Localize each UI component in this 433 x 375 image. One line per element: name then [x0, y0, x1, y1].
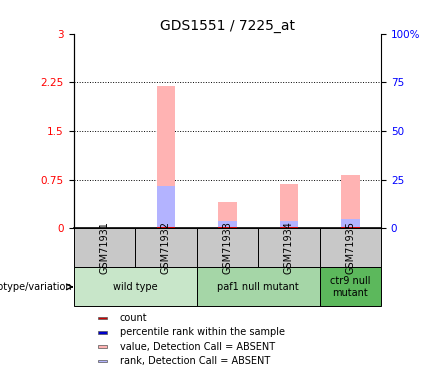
Bar [320, 267, 381, 306]
Bar [74, 267, 197, 306]
Text: GSM71935: GSM71935 [345, 221, 355, 274]
Bar [320, 228, 381, 267]
Bar [157, 186, 175, 228]
Text: GSM71931: GSM71931 [99, 222, 110, 274]
Bar [218, 227, 236, 228]
Bar [197, 267, 320, 306]
Bar [157, 227, 175, 228]
Bar [280, 227, 298, 228]
Text: wild type: wild type [113, 282, 158, 292]
Text: rank, Detection Call = ABSENT: rank, Detection Call = ABSENT [120, 356, 270, 366]
Bar [341, 175, 359, 228]
Text: paf1 null mutant: paf1 null mutant [217, 282, 299, 292]
Title: GDS1551 / 7225_at: GDS1551 / 7225_at [160, 19, 295, 33]
Bar [197, 228, 258, 267]
Bar [218, 202, 236, 228]
Bar [98, 331, 107, 334]
Text: ctr9 null
mutant: ctr9 null mutant [330, 276, 371, 298]
Text: value, Detection Call = ABSENT: value, Detection Call = ABSENT [120, 342, 275, 352]
Bar [258, 228, 320, 267]
Bar [98, 317, 107, 320]
Text: GSM71932: GSM71932 [161, 221, 171, 274]
Text: genotype/variation: genotype/variation [0, 282, 72, 292]
Bar [157, 86, 175, 228]
Text: count: count [120, 313, 147, 323]
Bar [341, 227, 359, 228]
Bar [280, 184, 298, 228]
Bar [135, 228, 197, 267]
Bar [74, 228, 135, 267]
Bar [98, 345, 107, 348]
Bar [280, 220, 298, 228]
Bar [218, 220, 236, 228]
Text: GSM71934: GSM71934 [284, 222, 294, 274]
Bar [341, 219, 359, 228]
Bar [98, 360, 107, 362]
Text: GSM71933: GSM71933 [222, 222, 233, 274]
Text: percentile rank within the sample: percentile rank within the sample [120, 327, 285, 337]
